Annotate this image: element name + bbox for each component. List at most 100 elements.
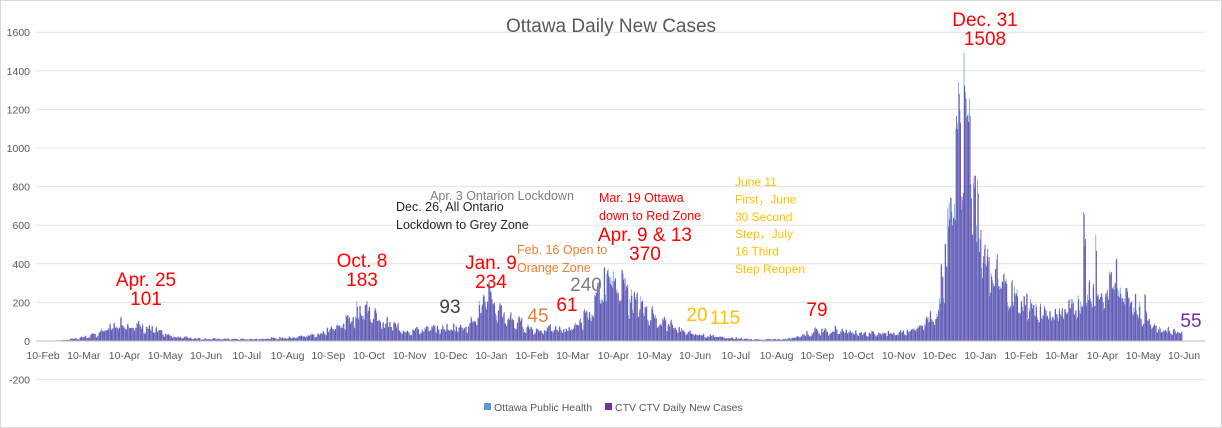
bar-ottawa-public-health [306,336,307,341]
bar-ctv-daily-new-cases [844,332,846,341]
bar-ottawa-public-health [178,337,180,341]
bar-ctv-daily-new-cases [1033,305,1035,341]
bar-ctv-daily-new-cases [759,339,760,341]
bar-ottawa-public-health [1123,298,1125,341]
bar-ctv-daily-new-cases [840,332,842,341]
x-tick-label: 10-May [148,350,184,362]
chart-title: Ottawa Daily New Cases [506,16,716,37]
bar-ctv-daily-new-cases [1022,311,1024,341]
bar-ottawa-public-health [810,335,811,341]
bar-ottawa-public-health [1138,302,1140,341]
bar-ctv-daily-new-cases [661,326,663,341]
bar-ottawa-public-health [391,330,393,341]
bar-ctv-daily-new-cases [827,331,828,341]
bar-ottawa-public-health [524,332,526,341]
bar-ctv-daily-new-cases [260,339,262,341]
bar-ctv-daily-new-cases [472,321,474,341]
bar-ottawa-public-health [329,329,331,341]
bar-ctv-daily-new-cases [1089,280,1090,341]
bar-ctv-daily-new-cases [1055,308,1057,341]
bar-ctv-daily-new-cases [934,324,936,341]
bar-ottawa-public-health [1026,293,1027,341]
bar-ctv-daily-new-cases [693,335,695,341]
bar-ottawa-public-health [846,333,848,341]
bar-ottawa-public-health [515,329,517,341]
bar-ottawa-public-health [394,323,396,341]
bar-ottawa-public-health [797,336,799,341]
bar-ottawa-public-health [639,311,640,341]
bar-ottawa-public-health [374,310,375,341]
bar-ctv-daily-new-cases [608,276,610,341]
bar-ctv-daily-new-cases [213,338,214,341]
bar-ottawa-public-health [787,338,788,341]
bar-ottawa-public-health [962,200,964,341]
bar-ctv-daily-new-cases [824,329,826,341]
bar-ottawa-public-health [68,339,70,341]
bar-ctv-daily-new-cases [340,328,342,341]
bar-ottawa-public-health [474,320,476,341]
bar-ottawa-public-health [223,338,225,341]
bar-ottawa-public-health [215,338,216,341]
bar-ctv-daily-new-cases [1162,331,1164,341]
bar-ottawa-public-health [371,322,373,341]
bar-ottawa-public-health [867,336,868,341]
bar-ctv-daily-new-cases [1138,318,1139,341]
bar-ctv-daily-new-cases [869,333,870,341]
bar-ottawa-public-health [222,339,223,341]
bar-ctv-daily-new-cases [228,338,229,341]
bar-ottawa-public-health [993,287,995,341]
bar-ottawa-public-health [830,332,832,341]
bar-ctv-daily-new-cases [507,318,509,341]
bar-ottawa-public-health [179,336,181,341]
y-tick-label: 1000 [7,143,31,155]
bar-ottawa-public-health [1061,310,1063,341]
bar-ottawa-public-health [478,300,480,341]
bar-ottawa-public-health [747,339,749,341]
bar-ctv-daily-new-cases [1121,298,1123,341]
bar-ctv-daily-new-cases [793,337,794,341]
bar-ctv-daily-new-cases [655,318,657,341]
bar-ctv-daily-new-cases [707,336,709,341]
bar-ctv-daily-new-cases [460,324,462,341]
bar-ottawa-public-health [762,339,764,341]
bar-ctv-daily-new-cases [171,336,172,341]
bar-ctv-daily-new-cases [979,251,980,341]
bar-ctv-daily-new-cases [77,339,79,341]
bar-ctv-daily-new-cases [784,338,786,341]
bar-ctv-daily-new-cases [1075,309,1077,341]
bar-ottawa-public-health [287,338,288,341]
bar-ctv-daily-new-cases [487,301,489,341]
bar-ctv-daily-new-cases [683,330,684,341]
bar-ctv-daily-new-cases [858,335,860,341]
bar-ottawa-public-health [364,305,366,341]
bar-ctv-daily-new-cases [684,331,686,341]
x-tick-label: 10-Aug [760,350,794,362]
bar-ottawa-public-health [558,325,560,341]
bar-ctv-daily-new-cases [1067,312,1069,341]
bar-ottawa-public-health [791,338,792,341]
bar-ctv-daily-new-cases [355,318,357,341]
bar-ctv-daily-new-cases [516,329,517,341]
bar-ctv-daily-new-cases [463,329,464,341]
bar-ctv-daily-new-cases [313,334,315,341]
bar-ctv-daily-new-cases [425,329,426,341]
bar-ctv-daily-new-cases [194,338,195,341]
bar-ottawa-public-health [780,339,782,341]
bar-ottawa-public-health [363,316,365,341]
bar-ctv-daily-new-cases [314,337,316,341]
bar-ottawa-public-health [147,328,149,341]
bar-ottawa-public-health [1013,285,1015,341]
bar-ctv-daily-new-cases [1051,320,1052,341]
bar-ctv-daily-new-cases [1093,284,1095,341]
bar-ctv-daily-new-cases [456,326,458,341]
bar-ctv-daily-new-cases [325,335,327,341]
bar-ottawa-public-health [1089,298,1091,341]
bar-ottawa-public-health [890,332,892,341]
bar-ottawa-public-health [539,330,541,341]
y-tick-label: 800 [12,182,30,194]
bar-ctv-daily-new-cases [483,294,485,341]
bar-ottawa-public-health [72,338,74,341]
bar-ctv-daily-new-cases [609,283,611,341]
annotation-text: Dec. 26, All Ontario [396,200,504,214]
bar-ottawa-public-health [1083,212,1084,341]
